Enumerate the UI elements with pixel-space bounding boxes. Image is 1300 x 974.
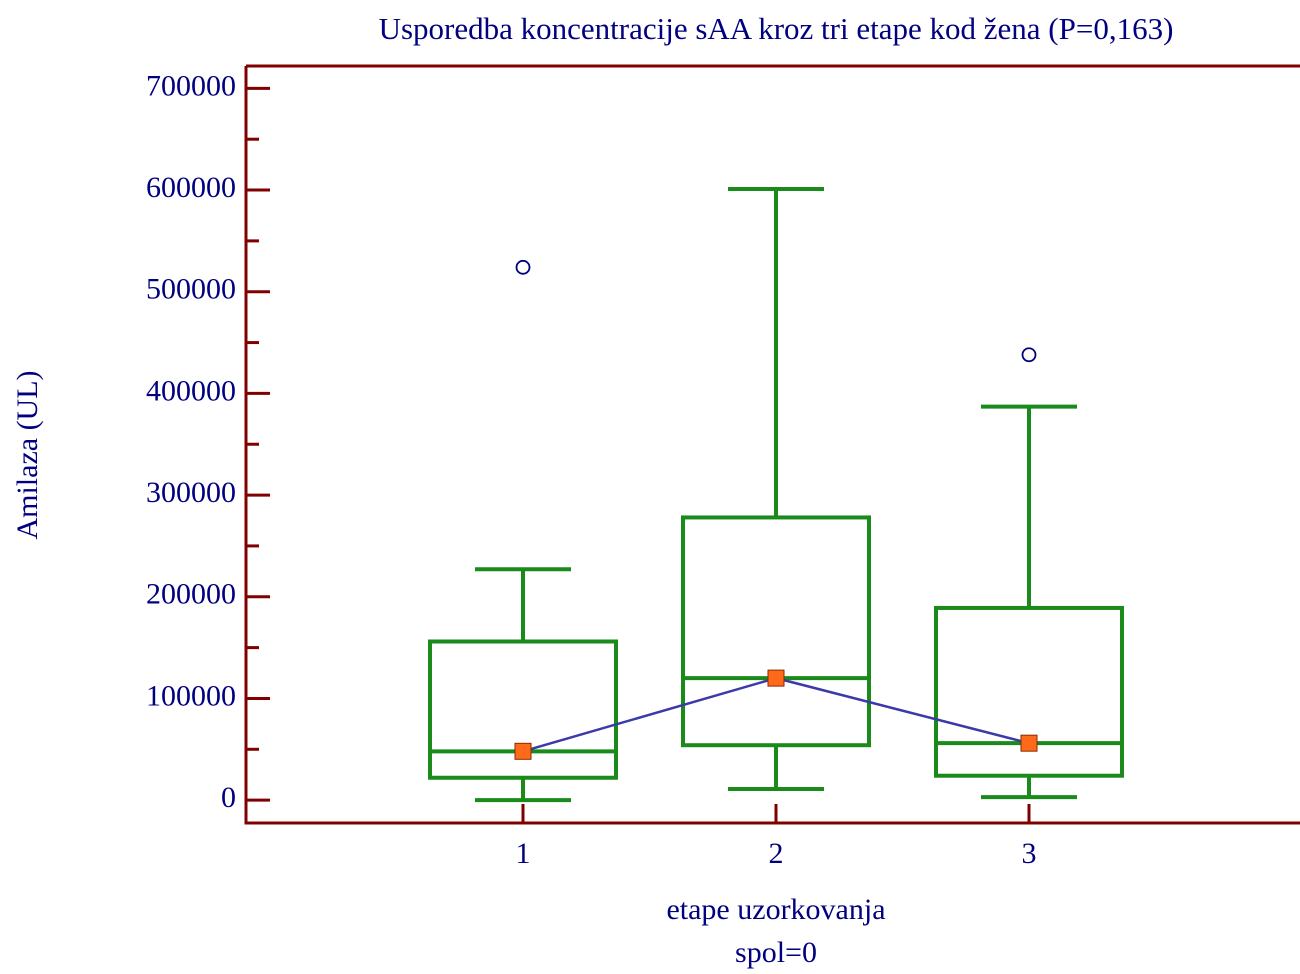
y-tick-label: 400000 (146, 374, 236, 407)
outlier (515, 259, 531, 275)
x-tick-label: 3 (1022, 837, 1037, 870)
chart-title: Usporedba koncentracije sAA kroz tri eta… (379, 11, 1174, 46)
x-tick-label: 1 (516, 837, 531, 870)
y-tick-label: 200000 (146, 578, 236, 611)
y-tick-label: 600000 (146, 171, 236, 204)
y-axis-label: Amilaza (UL) (11, 370, 44, 539)
x-tick-label: 2 (769, 837, 784, 870)
box (934, 605, 1124, 778)
box (428, 639, 618, 780)
y-tick-label: 700000 (146, 69, 236, 102)
x-axis-sublabel: spol=0 (735, 936, 817, 969)
y-tick-label: 300000 (146, 476, 236, 509)
box (681, 515, 871, 748)
y-tick-label: 100000 (146, 679, 236, 712)
median-marker (1020, 734, 1038, 752)
median-marker (767, 669, 785, 687)
y-tick-label: 0 (221, 781, 236, 814)
median-line (522, 676, 1030, 753)
y-tick-label: 500000 (146, 273, 236, 306)
median-marker (514, 742, 532, 760)
x-axis-label: etape uzorkovanja (666, 893, 885, 926)
outlier (1021, 347, 1037, 363)
